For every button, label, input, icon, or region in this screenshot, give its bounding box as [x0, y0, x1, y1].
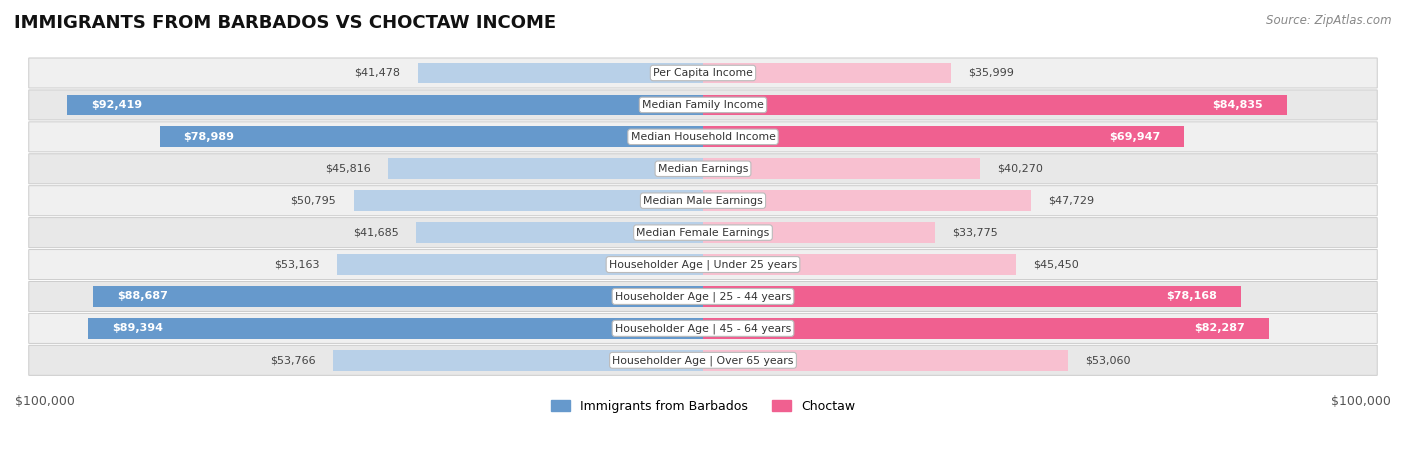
FancyBboxPatch shape — [28, 249, 1378, 280]
Text: $45,816: $45,816 — [325, 164, 371, 174]
Text: $92,419: $92,419 — [91, 100, 142, 110]
Bar — [703, 158, 980, 179]
Text: Per Capita Income: Per Capita Income — [652, 68, 754, 78]
Text: Median Family Income: Median Family Income — [643, 100, 763, 110]
Text: Median Male Earnings: Median Male Earnings — [643, 196, 763, 205]
Bar — [703, 94, 1286, 115]
Text: $45,450: $45,450 — [1033, 260, 1078, 269]
Bar — [353, 191, 703, 211]
Bar — [703, 318, 1270, 339]
Text: $41,685: $41,685 — [353, 227, 399, 238]
Legend: Immigrants from Barbados, Choctaw: Immigrants from Barbados, Choctaw — [546, 395, 860, 418]
FancyBboxPatch shape — [28, 186, 1378, 216]
FancyBboxPatch shape — [28, 58, 1378, 88]
FancyBboxPatch shape — [28, 345, 1378, 375]
Text: Householder Age | Over 65 years: Householder Age | Over 65 years — [612, 355, 794, 366]
Bar — [93, 286, 703, 307]
Text: $89,394: $89,394 — [112, 324, 163, 333]
Text: $53,766: $53,766 — [270, 355, 316, 365]
Bar — [333, 350, 703, 371]
Text: $33,775: $33,775 — [953, 227, 998, 238]
Text: Householder Age | Under 25 years: Householder Age | Under 25 years — [609, 259, 797, 270]
FancyBboxPatch shape — [28, 154, 1378, 184]
FancyBboxPatch shape — [28, 90, 1378, 120]
Text: $100,000: $100,000 — [1331, 396, 1391, 409]
Bar — [418, 63, 703, 84]
Text: Median Earnings: Median Earnings — [658, 164, 748, 174]
Text: $84,835: $84,835 — [1212, 100, 1263, 110]
Bar — [703, 350, 1069, 371]
FancyBboxPatch shape — [28, 218, 1378, 248]
Text: $41,478: $41,478 — [354, 68, 401, 78]
Text: $50,795: $50,795 — [291, 196, 336, 205]
Text: $88,687: $88,687 — [117, 291, 167, 302]
Bar — [703, 63, 950, 84]
Text: Median Household Income: Median Household Income — [630, 132, 776, 142]
Text: Median Female Earnings: Median Female Earnings — [637, 227, 769, 238]
Bar — [703, 127, 1184, 147]
Text: Householder Age | 45 - 64 years: Householder Age | 45 - 64 years — [614, 323, 792, 333]
FancyBboxPatch shape — [28, 122, 1378, 152]
Bar — [703, 222, 935, 243]
Text: $53,060: $53,060 — [1085, 355, 1130, 365]
Bar — [89, 318, 703, 339]
FancyBboxPatch shape — [28, 282, 1378, 311]
Text: $40,270: $40,270 — [997, 164, 1043, 174]
Text: $82,287: $82,287 — [1194, 324, 1246, 333]
Bar — [67, 94, 703, 115]
Text: Source: ZipAtlas.com: Source: ZipAtlas.com — [1267, 14, 1392, 27]
Bar — [703, 191, 1032, 211]
Bar — [416, 222, 703, 243]
FancyBboxPatch shape — [28, 313, 1378, 343]
Text: $69,947: $69,947 — [1109, 132, 1160, 142]
Text: $78,989: $78,989 — [184, 132, 235, 142]
Text: $53,163: $53,163 — [274, 260, 321, 269]
Text: Householder Age | 25 - 44 years: Householder Age | 25 - 44 years — [614, 291, 792, 302]
Text: IMMIGRANTS FROM BARBADOS VS CHOCTAW INCOME: IMMIGRANTS FROM BARBADOS VS CHOCTAW INCO… — [14, 14, 557, 32]
Bar — [703, 286, 1241, 307]
Text: $47,729: $47,729 — [1049, 196, 1095, 205]
Bar — [388, 158, 703, 179]
Text: $100,000: $100,000 — [15, 396, 75, 409]
Bar — [159, 127, 703, 147]
Text: $35,999: $35,999 — [967, 68, 1014, 78]
Bar — [703, 254, 1015, 275]
Bar — [337, 254, 703, 275]
Text: $78,168: $78,168 — [1166, 291, 1216, 302]
